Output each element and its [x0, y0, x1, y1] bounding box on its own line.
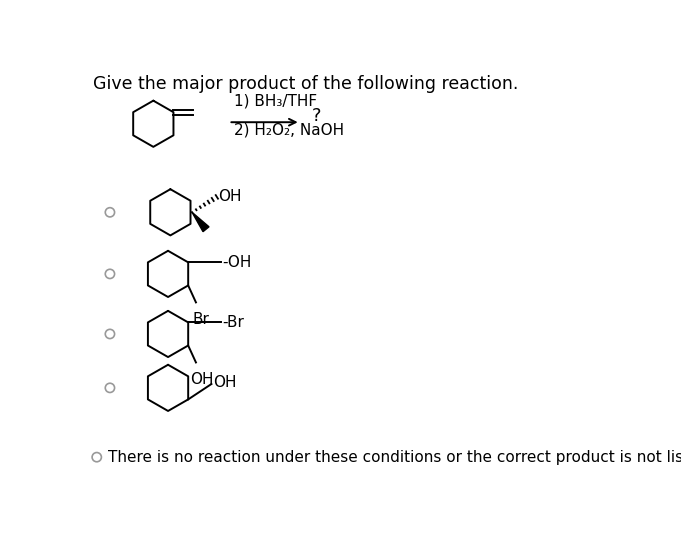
- Text: -OH: -OH: [222, 255, 252, 270]
- Text: OH: OH: [213, 375, 236, 390]
- Polygon shape: [192, 212, 209, 232]
- Text: Br: Br: [192, 312, 209, 327]
- Text: -Br: -Br: [222, 315, 244, 330]
- Text: 1) BH₃/THF: 1) BH₃/THF: [234, 94, 317, 108]
- Text: Give the major product of the following reaction.: Give the major product of the following …: [93, 75, 518, 94]
- Text: OH: OH: [219, 189, 242, 205]
- Text: There is no reaction under these conditions or the correct product is not listed: There is no reaction under these conditi…: [108, 450, 681, 465]
- Text: ?: ?: [311, 107, 321, 125]
- Text: OH: OH: [191, 372, 214, 387]
- Text: 2) H₂O₂, NaOH: 2) H₂O₂, NaOH: [234, 123, 344, 138]
